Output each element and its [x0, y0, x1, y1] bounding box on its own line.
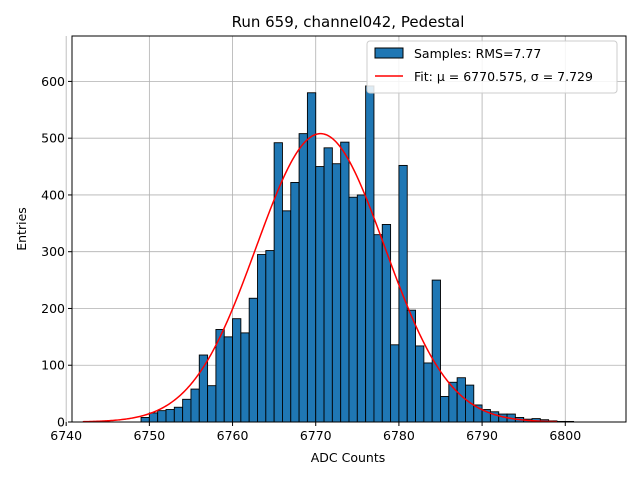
histogram-bar	[190, 388, 200, 423]
y-axis-ticks: 0 100 200 300 400 500 600	[41, 74, 72, 430]
x-tick-label: 6740	[50, 428, 82, 443]
fit-curve-group	[82, 132, 557, 423]
histogram-bars	[140, 85, 575, 423]
x-tick-label: 6750	[133, 428, 165, 443]
histogram-bar	[306, 92, 317, 423]
histogram-bar	[198, 354, 209, 423]
x-axis-ticks: 6740 6750 6760 6770 6780 6790 6800	[50, 422, 581, 443]
y-tick-label: 300	[41, 244, 65, 259]
legend: Samples: RMS=7.77 Fit: μ = 6770.575, σ =…	[366, 40, 618, 94]
x-axis-label: ADC Counts	[311, 450, 386, 465]
y-axis-label: Entries	[14, 207, 29, 251]
histogram-bar	[298, 133, 308, 423]
histogram-bar	[381, 224, 392, 423]
histogram-bar	[157, 410, 167, 423]
histogram-bar	[207, 385, 217, 423]
histogram-bar	[173, 406, 184, 423]
histogram-bar	[182, 398, 192, 423]
histogram-bar	[365, 85, 375, 423]
y-tick-label: 600	[41, 74, 65, 89]
histogram-bar	[257, 254, 267, 423]
histogram-bar	[331, 163, 342, 423]
plot-frame	[71, 35, 627, 423]
histogram-bar	[456, 377, 466, 423]
histogram-bar	[431, 279, 441, 423]
histogram-bar	[240, 332, 250, 423]
histogram-bar	[390, 344, 400, 423]
x-tick-label: 6770	[300, 428, 332, 443]
histogram-bar	[282, 210, 292, 423]
histogram-bar	[423, 362, 433, 423]
histogram-bar	[223, 336, 233, 423]
histogram-bar	[148, 412, 159, 423]
histogram-bar	[290, 182, 300, 423]
histogram-bar	[232, 318, 242, 423]
legend-swatch-histogram	[374, 47, 404, 59]
legend-label-histogram: Samples: RMS=7.77	[414, 46, 541, 61]
histogram-bar	[165, 409, 175, 423]
chart-title: Run 659, channel042, Pedestal	[232, 13, 465, 31]
histogram-bar	[315, 166, 325, 423]
legend-box	[366, 40, 618, 94]
histogram-bar	[340, 141, 350, 423]
y-tick-label: 0	[57, 415, 65, 430]
legend-label-fit: Fit: μ = 6770.575, σ = 7.729	[414, 69, 593, 84]
y-tick-label: 500	[41, 131, 65, 146]
y-tick-label: 400	[41, 187, 65, 202]
x-tick-label: 6780	[383, 428, 415, 443]
x-tick-label: 6800	[549, 428, 581, 443]
fit-curve	[82, 132, 557, 423]
histogram-bar	[440, 396, 450, 423]
histogram-bar	[356, 194, 367, 423]
histogram-bar	[348, 196, 358, 423]
histogram-bar	[373, 234, 383, 423]
histogram-bar	[265, 250, 275, 423]
histogram-bar	[248, 297, 258, 423]
histogram-bar	[406, 309, 416, 423]
x-tick-label: 6760	[217, 428, 249, 443]
y-tick-label: 200	[41, 301, 65, 316]
histogram-bar	[140, 417, 150, 423]
y-tick-label: 100	[41, 358, 65, 373]
histogram-bar	[323, 147, 333, 423]
x-tick-label: 6790	[466, 428, 498, 443]
histogram-bar	[415, 345, 425, 423]
